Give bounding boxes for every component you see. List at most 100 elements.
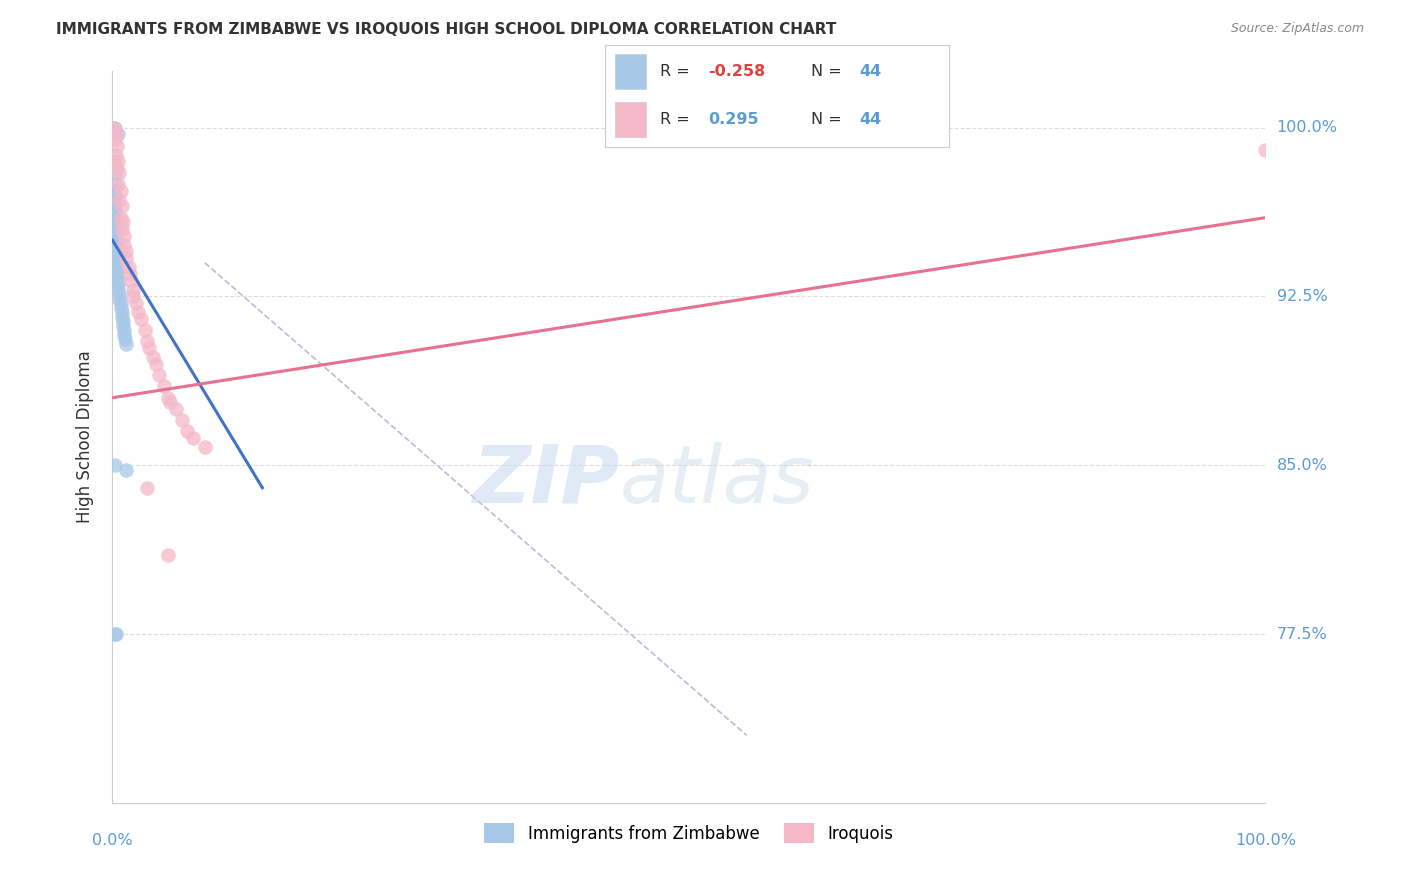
Point	[104, 197, 127, 211]
Point	[111, 199, 134, 213]
Point	[107, 278, 129, 293]
Text: 100.0%: 100.0%	[1234, 833, 1296, 848]
FancyBboxPatch shape	[614, 102, 645, 137]
Point	[115, 463, 138, 477]
Point	[111, 310, 134, 324]
Point	[107, 283, 129, 297]
Point	[104, 120, 127, 135]
Point	[111, 215, 134, 229]
Point	[104, 125, 127, 139]
Point	[107, 274, 129, 288]
Point	[110, 184, 132, 198]
Point	[104, 237, 127, 252]
Point	[115, 244, 138, 259]
Text: 85.0%: 85.0%	[1277, 458, 1327, 473]
Point	[104, 458, 127, 473]
Point	[134, 323, 156, 337]
Point	[122, 283, 145, 297]
Text: Source: ZipAtlas.com: Source: ZipAtlas.com	[1230, 22, 1364, 36]
Point	[142, 350, 165, 364]
Point	[120, 274, 142, 288]
Point	[148, 368, 170, 383]
Point	[104, 206, 127, 220]
Point	[107, 177, 129, 191]
Point	[115, 336, 138, 351]
Point	[112, 237, 135, 252]
Text: 0.0%: 0.0%	[93, 833, 132, 848]
Point	[111, 305, 134, 319]
Point	[104, 627, 127, 641]
Point	[112, 327, 135, 342]
Point	[108, 166, 131, 180]
Text: R =: R =	[659, 63, 695, 78]
Point	[103, 154, 125, 169]
Point	[117, 260, 139, 275]
Point	[104, 246, 127, 260]
Point	[103, 120, 125, 135]
Point	[153, 379, 176, 393]
Point	[108, 193, 131, 207]
Point	[105, 265, 128, 279]
Point	[1254, 143, 1277, 157]
Point	[103, 184, 125, 198]
Point	[124, 296, 146, 310]
Point	[105, 269, 128, 284]
Text: N =: N =	[811, 112, 848, 127]
Point	[104, 242, 127, 256]
Point	[104, 219, 127, 234]
Point	[165, 401, 187, 416]
Point	[104, 177, 127, 191]
Point	[104, 233, 127, 247]
Point	[138, 341, 160, 355]
Point	[104, 215, 127, 229]
Point	[104, 224, 127, 238]
Point	[111, 314, 134, 328]
Point	[115, 251, 138, 265]
Text: -0.258: -0.258	[709, 63, 765, 78]
Point	[136, 334, 159, 349]
Point	[110, 301, 132, 315]
Point	[156, 548, 179, 562]
Text: ZIP: ZIP	[472, 442, 620, 520]
Point	[111, 222, 134, 236]
Text: R =: R =	[659, 112, 700, 127]
Text: N =: N =	[811, 63, 848, 78]
Text: 44: 44	[859, 112, 882, 127]
Point	[159, 395, 181, 409]
Point	[105, 138, 128, 153]
Point	[104, 211, 127, 225]
Point	[108, 287, 131, 301]
Point	[105, 161, 128, 175]
FancyBboxPatch shape	[614, 54, 645, 88]
Text: atlas: atlas	[620, 442, 814, 520]
Point	[156, 391, 179, 405]
Point	[110, 296, 132, 310]
Point	[104, 251, 127, 265]
Point	[105, 255, 128, 269]
Point	[122, 289, 145, 303]
Text: 77.5%: 77.5%	[1277, 626, 1327, 641]
Point	[129, 312, 153, 326]
Point	[170, 413, 193, 427]
Text: IMMIGRANTS FROM ZIMBABWE VS IROQUOIS HIGH SCHOOL DIPLOMA CORRELATION CHART: IMMIGRANTS FROM ZIMBABWE VS IROQUOIS HIG…	[56, 22, 837, 37]
Point	[127, 305, 149, 319]
Point	[104, 188, 127, 202]
Point	[112, 228, 135, 243]
Point	[181, 431, 204, 445]
Point	[104, 627, 127, 641]
Text: 0.295: 0.295	[709, 112, 759, 127]
Point	[194, 440, 217, 454]
Point	[114, 332, 136, 346]
Point	[104, 228, 127, 243]
Point	[107, 128, 129, 142]
Point	[112, 323, 135, 337]
Point	[103, 193, 125, 207]
Point	[107, 154, 129, 169]
Y-axis label: High School Diploma: High School Diploma	[76, 351, 94, 524]
Point	[110, 211, 132, 225]
Point	[111, 318, 134, 333]
Point	[104, 132, 127, 146]
Point	[105, 260, 128, 275]
Point	[136, 481, 159, 495]
Legend: Immigrants from Zimbabwe, Iroquois: Immigrants from Zimbabwe, Iroquois	[478, 817, 900, 849]
